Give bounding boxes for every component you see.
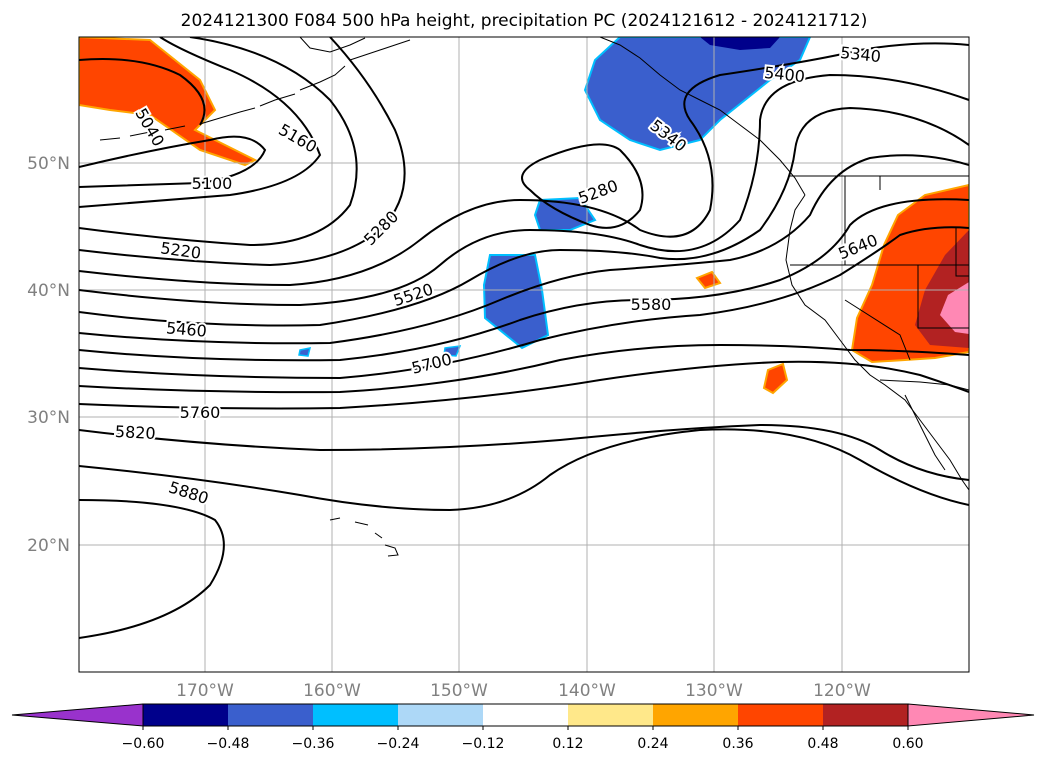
map-area: 5040 5100 5160 5220 5280 5280 5340 5340 … — [79, 37, 969, 672]
precip-positive-small-2 — [762, 362, 789, 395]
colorbar-extend-low — [11, 703, 144, 727]
colorbar-tick-label: −0.24 — [377, 736, 420, 752]
lon-label: 160°W — [303, 681, 361, 701]
contour-5640 — [79, 226, 969, 380]
colorbar-segment — [483, 704, 568, 726]
precip-shading — [79, 37, 969, 395]
lon-label: 150°W — [430, 681, 488, 701]
contour-5700 — [79, 343, 969, 394]
lat-label: 30°N — [27, 408, 70, 428]
hawaii — [329, 517, 399, 557]
height-contours — [79, 37, 969, 639]
coast-aleutians — [99, 39, 411, 141]
colorbar-tick-label: −0.12 — [462, 736, 505, 752]
longitude-labels: 170°W 160°W 150°W 140°W 130°W 120°W — [176, 681, 871, 701]
colorbar-tick-label: −0.36 — [292, 736, 335, 752]
colorbar-segments — [11, 703, 1035, 727]
colorbar-tick-label: 0.60 — [892, 736, 923, 752]
contour-5220 — [79, 37, 358, 247]
colorbar-segment — [143, 704, 228, 726]
contour-label: 5760 — [180, 403, 221, 422]
contour-5760 — [79, 360, 969, 410]
contour-5100 — [79, 135, 267, 188]
colorbar-tick-label: 0.24 — [637, 736, 668, 752]
colorbar-segment — [228, 704, 313, 726]
colorbar-segment — [653, 704, 738, 726]
contour-label: 5820 — [114, 422, 156, 443]
precip-positive-west-us-max — [940, 282, 969, 334]
coast-baja — [904, 394, 946, 471]
precip-strong-negative — [700, 37, 780, 50]
colorbar-segment — [823, 704, 908, 726]
colorbar-tick-label: 0.12 — [552, 736, 583, 752]
contour-5340 — [79, 42, 969, 287]
contour-5820 — [79, 423, 969, 481]
contour-5880-north — [79, 428, 969, 512]
colorbar-tick-label: 0.36 — [722, 736, 753, 752]
colorbar-segment — [738, 704, 823, 726]
colorbar: −0.60 −0.48 −0.36 −0.24 −0.12 0.12 0.24 0.36 0.4… — [11, 703, 1035, 752]
coastlines — [99, 37, 969, 557]
colorbar-extend-high — [907, 703, 1035, 727]
colorbar-segment — [568, 704, 653, 726]
precip-negative-small-1 — [443, 345, 462, 357]
contour-5880-south — [79, 499, 225, 639]
border-states — [790, 176, 969, 361]
contour-label: 5460 — [165, 318, 207, 340]
lon-label: 120°W — [813, 681, 871, 701]
latitude-labels: 50°N 40°N 30°N 20°N — [27, 154, 70, 556]
colorbar-tick-label: −0.48 — [207, 736, 250, 752]
lon-label: 140°W — [558, 681, 616, 701]
contour-5400 — [79, 73, 969, 307]
contour-5040 — [79, 58, 206, 126]
lon-label: 170°W — [176, 681, 234, 701]
colorbar-ticks: −0.60 −0.48 −0.36 −0.24 −0.12 0.12 0.24 0.36 0.4… — [122, 726, 924, 752]
map-frame — [78, 36, 970, 673]
colorbar-tick-label: −0.60 — [122, 736, 165, 752]
contour-label: 5580 — [631, 295, 672, 314]
precip-negative-gulf-alaska — [583, 37, 812, 152]
precip-negative-small-2 — [298, 347, 312, 357]
map-title: 2024121300 F084 500 hPa height, precipit… — [181, 11, 868, 31]
contour-5280-west — [79, 37, 406, 267]
lat-label: 20°N — [27, 536, 70, 556]
colorbar-tick-label: 0.48 — [807, 736, 838, 752]
contour-5460 — [79, 106, 969, 327]
contour-label: 5100 — [192, 174, 233, 193]
lat-label: 40°N — [27, 281, 70, 301]
coast-alaska — [299, 37, 806, 196]
colorbar-segment — [313, 704, 398, 726]
coast-north-america — [785, 194, 969, 491]
contour-5520 — [79, 154, 969, 345]
contour-5280-east — [521, 143, 644, 229]
contour-5580 — [79, 198, 969, 362]
colorbar-frame — [142, 703, 909, 727]
contour-5160 — [79, 37, 322, 208]
lon-label: 130°W — [685, 681, 743, 701]
colorbar-segment — [398, 704, 483, 726]
lat-label: 50°N — [27, 154, 70, 174]
